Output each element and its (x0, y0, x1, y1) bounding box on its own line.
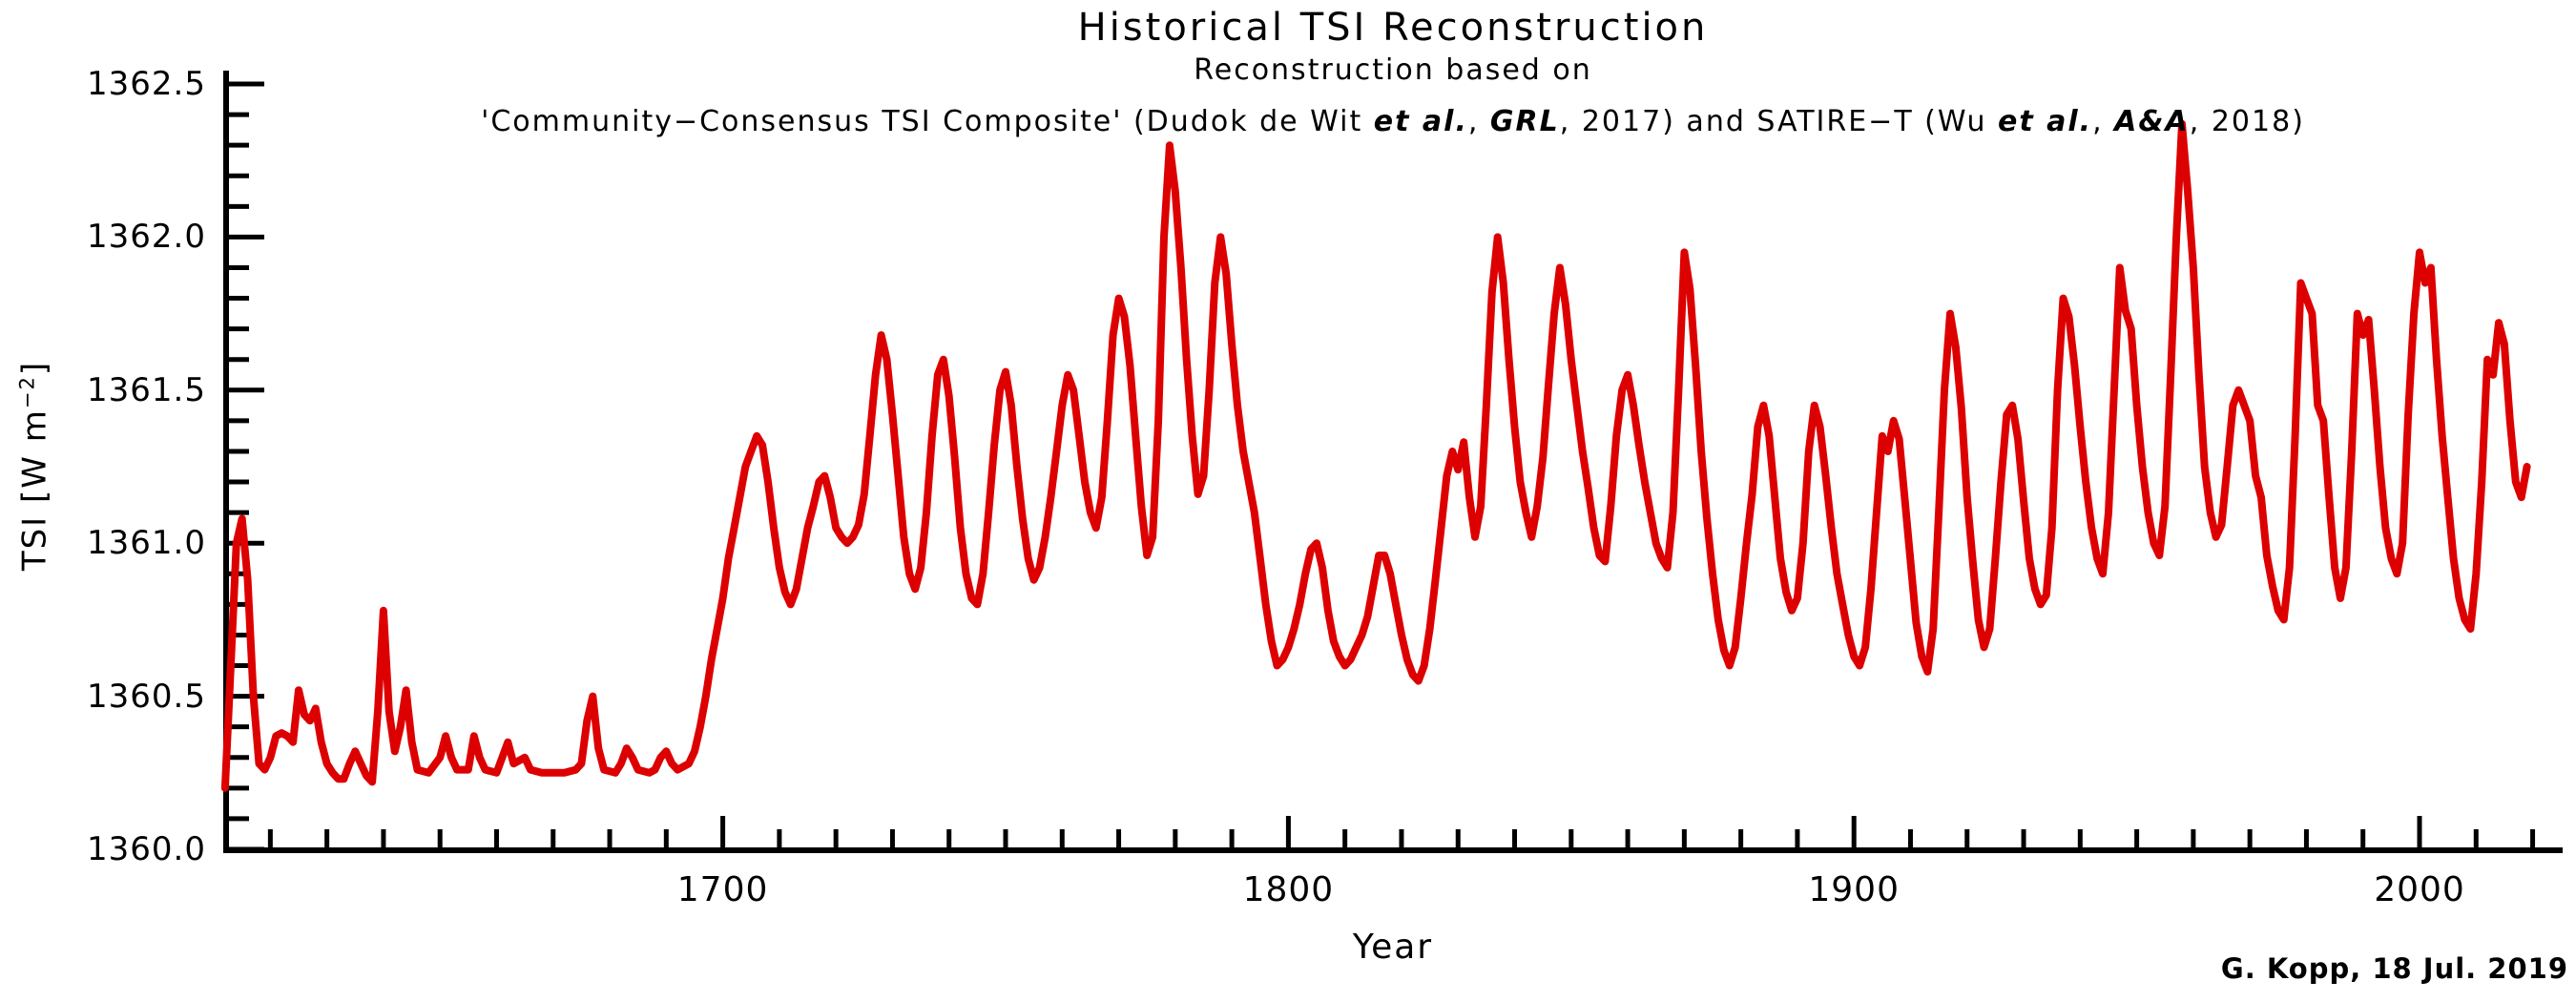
x-tick-label: 1700 (676, 870, 769, 909)
chart-title: Historical TSI Reconstruction (1077, 6, 1709, 50)
tsi-line (220, 119, 2531, 792)
x-tick-label: 1900 (1808, 870, 1900, 909)
subtitle-segment: GRL (1489, 105, 1560, 138)
credit-text: G. Kopp, 18 Jul. 2019 (2220, 952, 2568, 985)
subtitle-segment: , 2018) (2189, 105, 2305, 138)
subtitle-segment: , (1467, 105, 1490, 138)
y-axis-label-pre: TSI [W m (15, 408, 54, 572)
x-axis-label: Year (1352, 928, 1434, 967)
y-tick-label: 1360.0 (87, 830, 206, 868)
x-tick-label: 1800 (1242, 870, 1335, 909)
y-axis-label: TSI [W m−2] (14, 361, 53, 571)
y-axis-label-exponent: −2 (14, 375, 39, 409)
subtitle-segment: A&A (2114, 105, 2190, 138)
y-tick-label: 1360.5 (87, 677, 206, 716)
y-tick-label: 1362.0 (87, 218, 206, 257)
subtitle-segment: et al. (1998, 105, 2093, 138)
subtitle-segment: 'Community−Consensus TSI Composite' (Dud… (481, 105, 1374, 138)
x-tick-label: 2000 (2374, 870, 2465, 909)
chart-subtitle-line2: 'Community−Consensus TSI Composite' (Dud… (481, 105, 2305, 138)
subtitle-segment: , (2092, 105, 2115, 138)
y-axis-label-post: ] (15, 360, 54, 376)
y-tick-label: 1362.5 (87, 65, 206, 103)
y-tick-label: 1361.5 (87, 370, 206, 409)
subtitle-segment: , 2017) and SATIRE−T (Wu (1559, 105, 1999, 138)
chart-subtitle-line1: Reconstruction based on (1194, 53, 1592, 87)
y-tick-label: 1361.0 (87, 524, 206, 563)
subtitle-segment: et al. (1373, 105, 1468, 138)
